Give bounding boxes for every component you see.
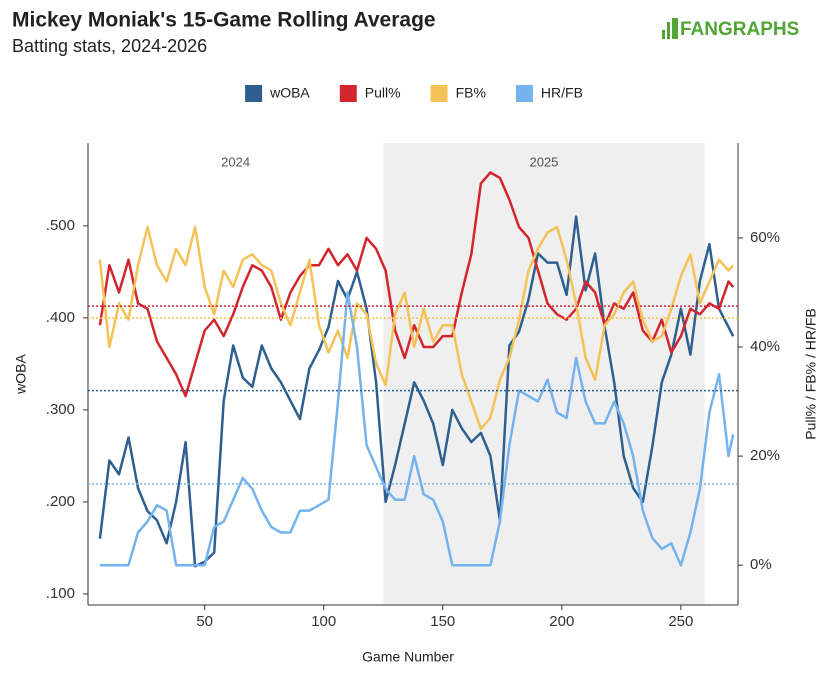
season-label: 2024 [221, 154, 250, 169]
legend-label: FB% [456, 85, 486, 101]
x-tick-label: 50 [196, 613, 213, 630]
y2-tick-label: 0% [750, 556, 772, 573]
legend-label: Pull% [365, 85, 401, 101]
y-tick-label: .100 [46, 585, 75, 602]
x-axis-label: Game Number [362, 649, 454, 665]
legend-label: HR/FB [541, 85, 583, 101]
y2-tick-label: 20% [750, 447, 780, 464]
season-band [383, 143, 705, 605]
y-tick-label: .500 [46, 217, 75, 234]
logo: FANGRAPHS [680, 19, 799, 40]
y-axis-label: wOBA [13, 354, 29, 395]
y2-tick-label: 60% [750, 229, 780, 246]
logo-icon [662, 18, 678, 39]
x-tick-label: 200 [549, 613, 574, 630]
x-tick-label: 100 [311, 613, 336, 630]
legend-swatch [339, 85, 357, 102]
legend-label: wOBA [269, 85, 310, 101]
x-tick-label: 150 [430, 613, 455, 630]
legend: wOBA Pull% FB% HR/FB [245, 85, 583, 102]
series-line [98, 171, 735, 398]
series-line [98, 225, 735, 431]
chart-subtitle: Batting stats, 2024-2026 [12, 36, 207, 56]
y2-tick-label: 40% [750, 338, 780, 355]
legend-swatch [245, 85, 263, 102]
x-tick-label: 250 [668, 613, 693, 630]
y-tick-label: .200 [46, 493, 75, 510]
y-tick-label: .400 [46, 309, 75, 326]
legend-swatch [430, 85, 448, 102]
y2-axis-label: Pull% / FB% / HR/FB [803, 308, 819, 439]
series-line [99, 291, 735, 567]
chart-title: Mickey Moniak's 15-Game Rolling Average [12, 9, 436, 32]
season-label: 2025 [529, 154, 558, 169]
legend-swatch [515, 85, 533, 102]
y-tick-label: .300 [46, 401, 75, 418]
